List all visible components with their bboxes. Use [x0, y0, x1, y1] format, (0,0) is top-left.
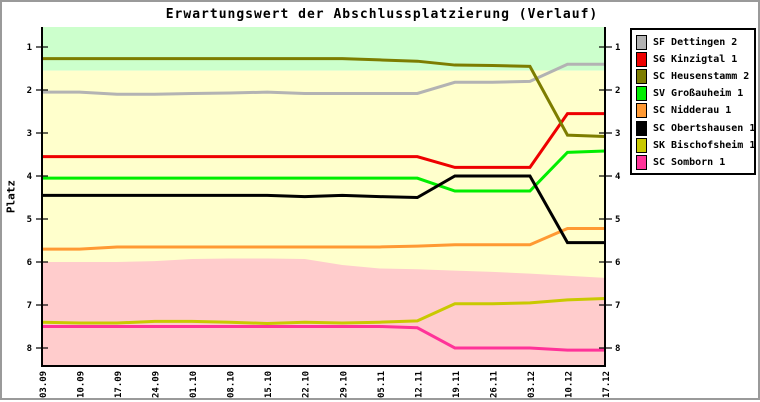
x-tick-label-01-10: 01.10	[189, 371, 199, 398]
y-tick-label-right-8: 8	[615, 344, 620, 354]
legend-swatch-sc-somborn-1	[636, 154, 647, 170]
x-tick-label-24-09: 24.09	[152, 371, 162, 398]
legend-label-sg-kinzigtal-1: SG Kinzigtal 1	[653, 54, 738, 66]
legend-item-sc-somborn-1: SC Somborn 1	[632, 154, 754, 171]
y-tick-label-right-6: 6	[615, 258, 620, 268]
series-line-sk-bischofsheim-1	[41, 297, 606, 325]
legend-swatch-sk-bischofsheim-1	[636, 137, 647, 153]
series-line-sv-gro-auheim-1	[42, 149, 606, 193]
legend-label-sc-somborn-1: SC Somborn 1	[653, 156, 726, 168]
legend-label-sv-gro-auheim-1: SV Großauheim 1	[653, 88, 744, 100]
legend-item-sc-nidderau-1: SC Nidderau 1	[632, 102, 754, 119]
x-tick-label-26-11: 26.11	[489, 371, 499, 398]
legend: SF Dettingen 2 SG Kinzigtal 1 SC Heusensta…	[630, 28, 756, 175]
x-tick-label-22-10: 22.10	[302, 371, 312, 398]
series-line-sc-nidderau-1	[42, 226, 605, 251]
chart-title: Erwartungswert der Abschlussplatzierung …	[165, 7, 599, 22]
y-tick-label-left-3: 3	[27, 129, 32, 139]
legend-swatch-sf-dettingen-2	[636, 35, 647, 51]
series-line-sf-dettingen-2	[42, 62, 605, 96]
x-tick-label-10-09: 10.09	[77, 371, 87, 398]
legend-item-sv-gro-auheim-1: SV Großauheim 1	[632, 85, 754, 102]
legend-label-sf-dettingen-2: SF Dettingen 2	[653, 37, 738, 49]
band-promotion-zone	[42, 27, 605, 71]
band-relegation-zone	[42, 258, 605, 366]
x-tick-label-10-12: 10.12	[564, 371, 574, 398]
y-axis-label: Platz	[4, 179, 18, 214]
y-tick-label-left-1: 1	[27, 43, 32, 53]
series-line-sc-obertshausen-1	[42, 174, 605, 245]
y-tick-label-right-1: 1	[615, 43, 620, 53]
legend-item-sk-bischofsheim-1: SK Bischofsheim 1	[632, 137, 756, 154]
x-tick-label-03-12: 03.12	[527, 371, 537, 398]
legend-swatch-sc-heusenstamm-2	[636, 69, 647, 85]
x-tick-label-17-12: 17.12	[602, 371, 612, 398]
legend-label-sc-obertshausen-1: SC Obertshausen 1	[653, 122, 756, 134]
x-tick-label-05-11: 05.11	[377, 371, 387, 398]
x-tick-label-19-11: 19.11	[452, 371, 462, 398]
y-tick-label-left-8: 8	[27, 344, 32, 354]
legend-item-sc-heusenstamm-2: SC Heusenstamm 2	[632, 68, 754, 85]
y-tick-label-right-3: 3	[615, 129, 620, 139]
y-tick-label-left-5: 5	[27, 215, 32, 225]
legend-item-sf-dettingen-2: SF Dettingen 2	[632, 34, 754, 51]
y-tick-label-right-2: 2	[615, 86, 620, 96]
x-tick-label-29-10: 29.10	[339, 371, 349, 398]
legend-item-sg-kinzigtal-1: SG Kinzigtal 1	[632, 51, 754, 68]
x-tick-label-08-10: 08.10	[227, 371, 237, 398]
y-tick-label-right-7: 7	[615, 301, 620, 311]
y-tick-label-left-2: 2	[27, 86, 32, 96]
x-tick-label-12-11: 12.11	[414, 371, 424, 398]
legend-swatch-sc-nidderau-1	[636, 103, 647, 119]
series-line-sg-kinzigtal-1	[42, 112, 605, 169]
y-tick-label-right-4: 4	[615, 172, 621, 182]
y-tick-label-right-5: 5	[615, 215, 620, 225]
legend-item-sc-obertshausen-1: SC Obertshausen 1	[632, 119, 756, 136]
series-line-sc-somborn-1	[42, 325, 605, 352]
legend-label-sk-bischofsheim-1: SK Bischofsheim 1	[653, 139, 756, 151]
legend-label-sc-heusenstamm-2: SC Heusenstamm 2	[653, 71, 750, 83]
x-tick-label-03-09: 03.09	[39, 371, 49, 398]
axes-frame	[41, 27, 606, 367]
x-tick-label-15-10: 15.10	[264, 371, 274, 398]
x-tick-label-17-09: 17.09	[114, 371, 124, 398]
series-line-sc-heusenstamm-2	[42, 57, 606, 138]
y-tick-label-left-7: 7	[27, 301, 32, 311]
legend-swatch-sc-obertshausen-1	[636, 120, 647, 136]
legend-label-sc-nidderau-1: SC Nidderau 1	[653, 105, 732, 117]
legend-swatch-sg-kinzigtal-1	[636, 52, 647, 68]
y-tick-label-left-4: 4	[27, 172, 33, 182]
y-tick-label-left-6: 6	[27, 258, 32, 268]
legend-swatch-sv-gro-auheim-1	[636, 86, 647, 102]
